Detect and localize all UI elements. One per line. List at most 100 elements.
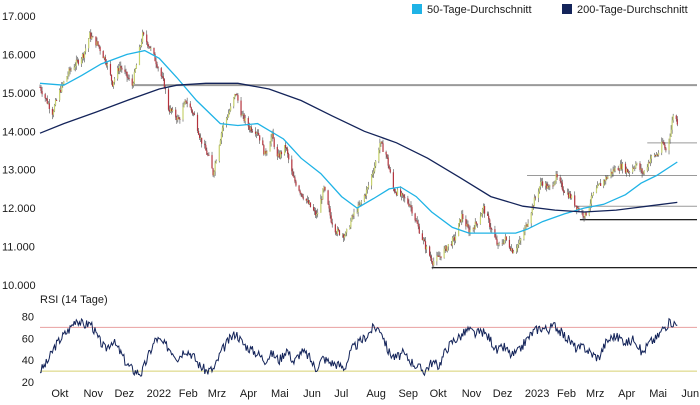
- candle-body: [244, 118, 246, 122]
- candle-body: [225, 118, 228, 124]
- candle-body: [646, 167, 648, 171]
- candle-body: [490, 227, 492, 229]
- candle-body: [409, 205, 411, 207]
- candle-body: [271, 132, 273, 138]
- candle-body: [414, 213, 416, 221]
- x-axis: Okt Nov Dez 2022 Feb Mrz Apr Mai Jun Jul Aug Sep Okt…: [51, 388, 699, 400]
- candle-body: [462, 213, 464, 220]
- price-y-axis: 10.000 11.000 12.000 13.000 14.000 15.000 16.0…: [2, 11, 36, 292]
- candle-body: [538, 186, 541, 192]
- candle-body: [222, 123, 225, 128]
- candle-body: [321, 199, 323, 200]
- candle-body: [146, 34, 148, 43]
- candle-body: [607, 176, 609, 179]
- candle-body: [505, 236, 507, 240]
- candle-body: [66, 76, 68, 82]
- candle-body: [221, 127, 223, 134]
- candle-body: [140, 42, 143, 46]
- candle-body: [301, 193, 303, 197]
- candle-body: [120, 65, 122, 68]
- candle-body: [375, 161, 377, 167]
- candle-body: [264, 150, 266, 155]
- candle-body: [640, 168, 642, 170]
- price-y-tick-label: 10.000: [2, 280, 36, 292]
- candle-body: [604, 180, 606, 182]
- candle-body: [172, 109, 174, 112]
- x-tick-label: Feb: [557, 388, 576, 400]
- candle-body: [131, 78, 133, 86]
- candle-body: [612, 169, 614, 174]
- candle-body: [242, 114, 244, 116]
- x-tick-label: Jun: [681, 388, 699, 400]
- candle-body: [632, 167, 634, 173]
- candle-body: [351, 215, 353, 221]
- candle-body: [396, 189, 399, 196]
- candle-body: [672, 115, 674, 121]
- candle-body: [150, 47, 152, 49]
- candle-body: [357, 204, 359, 213]
- candle-body: [220, 133, 222, 141]
- candle-body: [92, 36, 94, 38]
- candle-body: [119, 65, 121, 72]
- candle-body: [548, 185, 550, 187]
- candle-body: [559, 177, 561, 182]
- candle-body: [503, 240, 505, 244]
- candle-body: [425, 246, 428, 250]
- candle-body: [556, 174, 558, 178]
- candle-body: [97, 41, 99, 45]
- candle-body: [532, 205, 534, 207]
- candle-body: [664, 144, 666, 149]
- candle-body: [204, 143, 206, 146]
- candle-body: [402, 193, 404, 195]
- candle-body: [248, 126, 250, 130]
- candle-body: [662, 141, 664, 143]
- candle-body: [83, 51, 86, 58]
- candle-body: [186, 102, 188, 104]
- x-tick-label: Jul: [334, 388, 348, 400]
- candle-body: [620, 163, 622, 170]
- candle-body: [479, 216, 482, 225]
- candle-body: [81, 54, 84, 59]
- candle-body: [519, 240, 521, 244]
- candle-body: [277, 153, 279, 157]
- candle-body: [121, 67, 123, 70]
- candle-body: [69, 68, 71, 71]
- candle-body: [254, 131, 257, 134]
- candle-body: [466, 223, 468, 227]
- candle-body: [658, 152, 660, 156]
- candle-body: [444, 246, 446, 249]
- candle-body: [387, 157, 389, 166]
- candle-body: [491, 228, 493, 230]
- candle-body: [465, 219, 467, 227]
- candle-body: [39, 87, 41, 88]
- price-y-tick-label: 17.000: [2, 11, 36, 23]
- candle-body: [349, 227, 351, 230]
- candle-body: [305, 198, 307, 201]
- candle-body: [539, 182, 542, 187]
- candle-body: [306, 200, 308, 201]
- candle-body: [299, 190, 301, 194]
- candle-body: [541, 181, 544, 186]
- candle-body: [359, 202, 361, 205]
- candle-body: [329, 208, 331, 216]
- candle-body: [192, 113, 194, 115]
- candle-body: [531, 205, 533, 214]
- candle-body: [55, 100, 58, 101]
- candle-body: [200, 137, 202, 139]
- candle-body: [350, 220, 352, 228]
- candle-body: [263, 145, 265, 155]
- candle-body: [567, 192, 570, 198]
- candle-body: [453, 237, 456, 241]
- candle-body: [341, 234, 344, 236]
- candle-body: [96, 41, 98, 46]
- candle-body: [346, 229, 348, 233]
- candle-body: [189, 103, 191, 108]
- candle-body: [482, 206, 485, 210]
- candle-body: [512, 251, 515, 254]
- candle-body: [44, 94, 46, 99]
- candle-body: [198, 134, 201, 138]
- candle-body: [46, 98, 48, 104]
- candle-body: [560, 181, 562, 183]
- candle-body: [141, 32, 144, 43]
- candle-body: [273, 138, 275, 147]
